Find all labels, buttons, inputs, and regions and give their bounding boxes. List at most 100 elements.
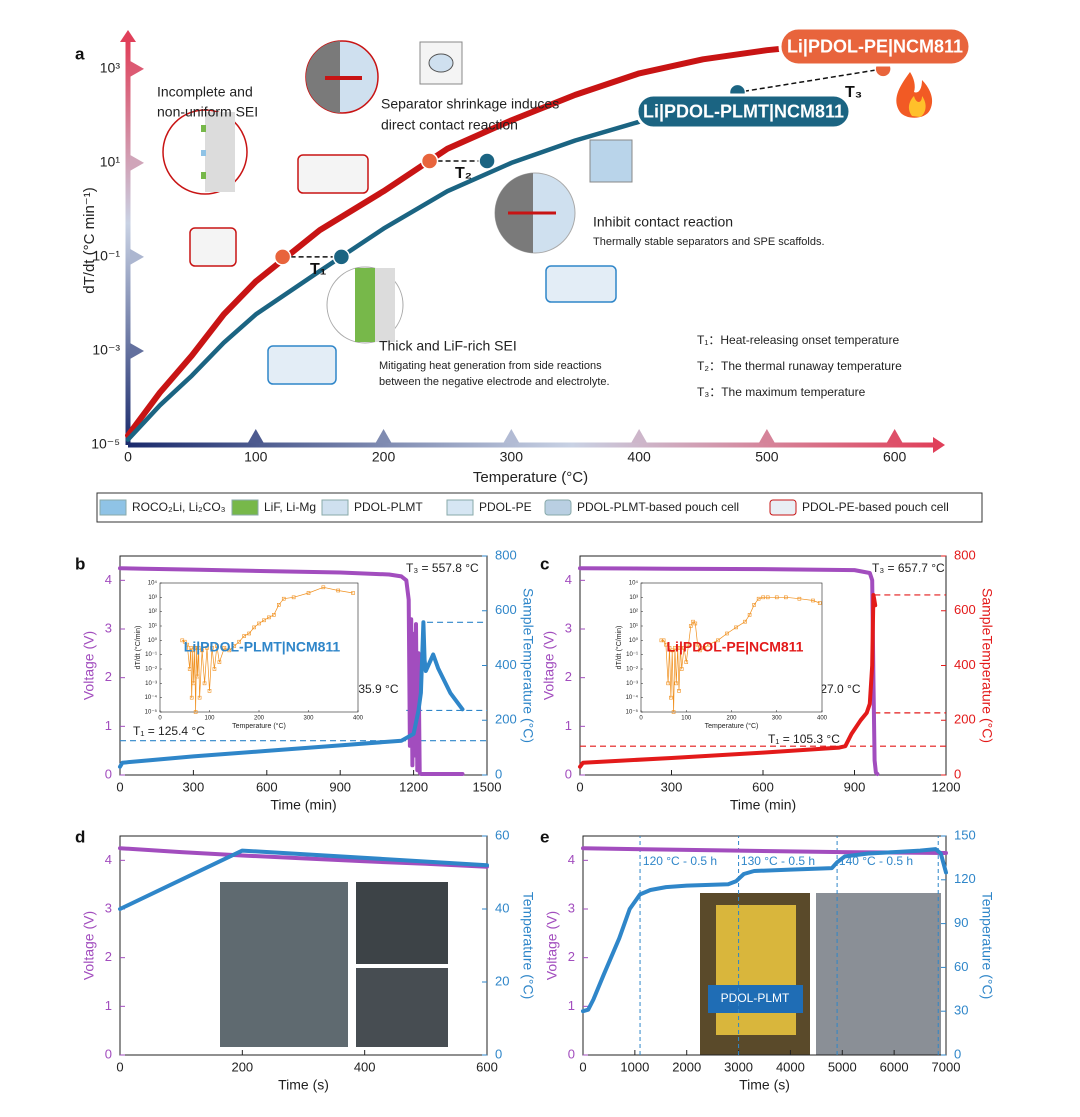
onset-point — [273, 248, 292, 266]
annotation: T₃ = 557.8 °C — [406, 561, 479, 575]
onset-point — [478, 152, 496, 170]
x-tick-label: 0 — [579, 1059, 586, 1074]
point — [200, 648, 204, 653]
point — [702, 646, 707, 650]
y2-tick-label: 200 — [495, 712, 517, 727]
x-tick-label: 200 — [231, 1059, 253, 1074]
point — [227, 648, 232, 653]
y-tick-label: 10⁴ — [148, 580, 158, 587]
x-tick-label: 1200 — [399, 779, 428, 794]
x-tick-label: 0 — [116, 779, 123, 794]
y-tick-label: 3 — [568, 900, 575, 915]
point — [190, 648, 195, 653]
key-swatch — [321, 499, 349, 516]
annotation: Incomplete and — [157, 84, 253, 100]
panel-label: a — [75, 44, 85, 63]
point — [811, 598, 815, 603]
point — [774, 595, 779, 600]
y-tick-label: 4 — [105, 572, 112, 587]
y-axis-arrow — [120, 30, 136, 42]
x-axis-label: Temperature (°C) — [473, 469, 588, 486]
y-tick-label: 3 — [105, 620, 112, 635]
x-tick-label: 3000 — [724, 1059, 753, 1074]
x-tick-label: 600 — [752, 779, 774, 794]
plot-frame — [582, 835, 947, 1056]
point — [817, 601, 822, 605]
lif — [201, 172, 206, 179]
annotation: between the negative electrode and elect… — [379, 376, 610, 388]
x-axis-label: Time (min) — [270, 797, 336, 813]
y-tick-label: 1 — [565, 718, 572, 733]
point — [185, 642, 190, 647]
point — [276, 603, 281, 607]
x-tick-label: 400 — [627, 449, 651, 465]
x-tick — [631, 429, 648, 443]
y-axis-label: Voltage (V) — [541, 631, 557, 700]
series-name: Li|PDOL-PLMT|NCM811 — [643, 101, 844, 121]
plot-frame — [119, 835, 488, 1056]
key-swatch — [544, 499, 572, 516]
point — [761, 595, 765, 600]
y2-tick-label: 400 — [495, 657, 517, 672]
point — [695, 642, 700, 647]
x-tick — [886, 429, 903, 443]
y-tick-label: 0 — [565, 766, 572, 781]
x-tick-label: 600 — [256, 779, 278, 794]
lif — [201, 125, 206, 132]
y2-tick-label: 20 — [495, 973, 509, 988]
x-tick-label: 6000 — [880, 1059, 909, 1074]
y2-axis-label: Temperature (°C) — [979, 892, 995, 1000]
point — [664, 642, 668, 647]
point — [783, 595, 788, 600]
key-swatch — [99, 499, 127, 516]
point — [678, 646, 683, 650]
point — [194, 646, 199, 650]
point — [182, 639, 187, 644]
x-tick-label: 5000 — [828, 1059, 857, 1074]
key-frame — [96, 492, 983, 523]
y-tick-label: 10⁻¹ — [626, 652, 638, 658]
series-name: Li|PDOL-PE|NCM811 — [787, 36, 963, 56]
x-tick-label: 2000 — [672, 1059, 701, 1074]
point — [205, 646, 209, 650]
point — [272, 613, 276, 617]
x-tick-label: 500 — [755, 449, 779, 465]
electrode — [375, 268, 395, 342]
point — [797, 596, 802, 601]
x-tick-label: 600 — [476, 1059, 498, 1074]
y2-tick-label: 200 — [954, 712, 976, 727]
annotation: direct contact reaction — [381, 117, 518, 133]
point — [666, 681, 670, 686]
y-tick-label: 10⁰ — [629, 637, 639, 644]
y-tick-label: 10⁻⁵ — [626, 709, 639, 716]
series-line — [181, 586, 354, 713]
series-line — [578, 593, 878, 769]
point — [207, 689, 212, 693]
y-tick-label: 10⁻³ — [145, 681, 157, 687]
series-line — [125, 113, 667, 442]
annotation: 140 °C - 0.5 h — [839, 854, 913, 868]
y-tick-label: 10⁻¹ — [92, 248, 120, 264]
x-axis-label: Time (s) — [739, 1077, 790, 1093]
y-tick-label: 0 — [105, 766, 112, 781]
y-tick-label: 1 — [568, 998, 575, 1013]
point — [195, 674, 200, 679]
point — [725, 631, 729, 636]
point — [688, 624, 693, 628]
y2-tick-label: 150 — [954, 827, 976, 842]
x-tick-label: 300 — [183, 779, 205, 794]
series-line — [118, 846, 489, 869]
x-tick-label: 300 — [772, 716, 783, 722]
point — [336, 588, 341, 593]
x-tick-label: 300 — [500, 449, 524, 465]
point — [192, 646, 197, 650]
point — [212, 667, 217, 671]
annotation: T₃ = 657.7 °C — [872, 561, 945, 575]
y-tick-label: 10⁻⁵ — [91, 436, 120, 452]
y-tick-label: 10³ — [100, 60, 121, 76]
electrode — [205, 112, 235, 192]
photo-label-box — [708, 985, 803, 1013]
point — [267, 615, 271, 620]
annotation: T₂：The thermal runaway temperature — [697, 359, 902, 373]
